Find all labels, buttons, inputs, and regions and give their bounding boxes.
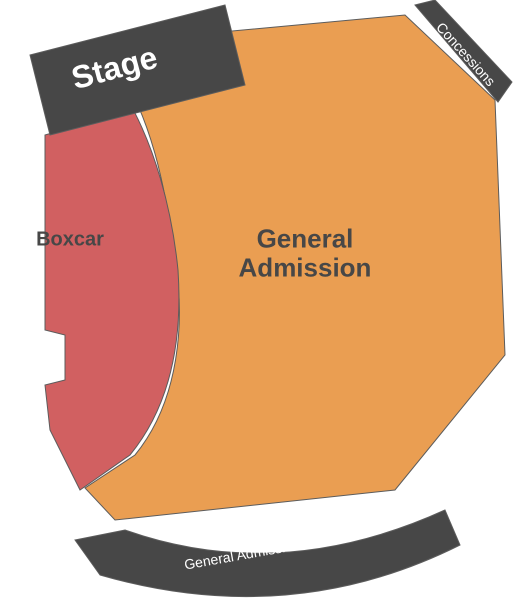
region-general_admission-label: GeneralAdmission [239,224,372,283]
region-boxcar-label: Boxcar [36,228,104,250]
region-bleachers[interactable]: General Admission Bleachers [75,510,460,597]
